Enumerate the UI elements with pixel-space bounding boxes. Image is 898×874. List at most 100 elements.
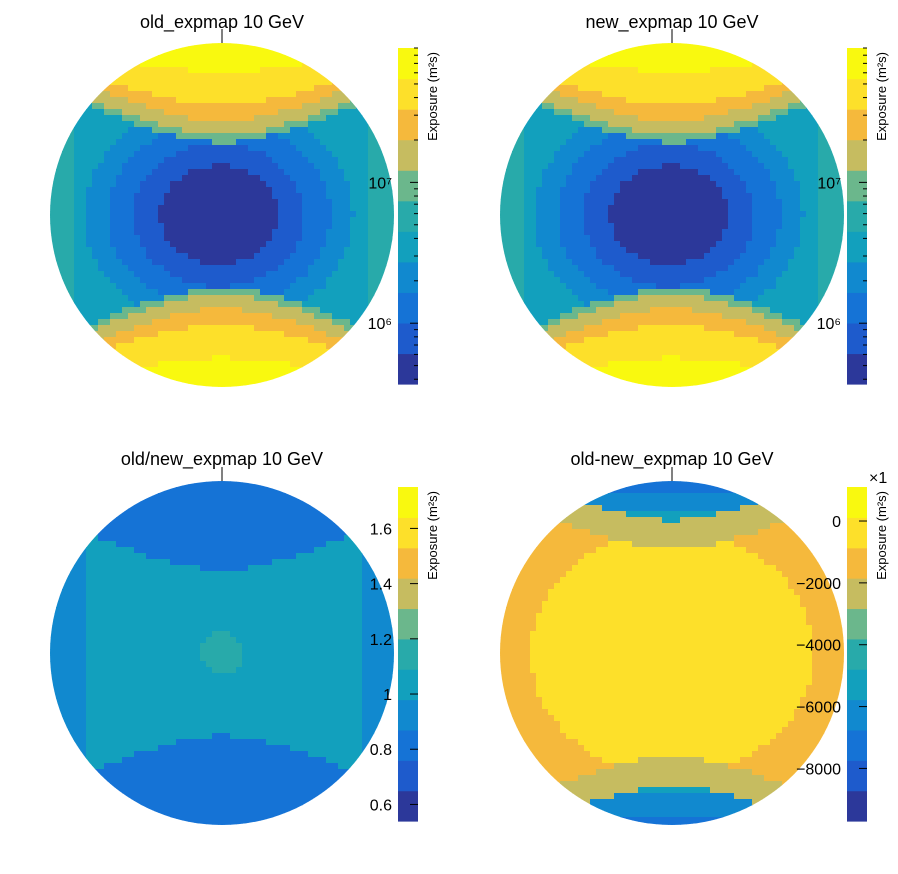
heatmap-cell bbox=[686, 91, 693, 98]
heatmap-cell bbox=[254, 121, 261, 128]
heatmap-cell bbox=[140, 367, 147, 374]
heatmap-cell bbox=[326, 331, 333, 338]
heatmap-cell bbox=[788, 205, 795, 212]
heatmap-cell bbox=[266, 379, 273, 386]
heatmap-cell bbox=[308, 169, 315, 176]
heatmap-cell bbox=[614, 247, 621, 254]
heatmap-cell bbox=[668, 205, 675, 212]
heatmap-cell bbox=[638, 97, 645, 104]
heatmap-cell bbox=[662, 85, 669, 92]
heatmap-cell bbox=[254, 163, 261, 170]
heatmap-cell bbox=[656, 211, 663, 218]
heatmap-cell bbox=[176, 319, 183, 326]
heatmap-cell bbox=[632, 97, 639, 104]
heatmap-cell bbox=[224, 55, 231, 62]
heatmap-cell bbox=[230, 379, 237, 386]
heatmap-cell bbox=[662, 169, 669, 176]
heatmap-cell bbox=[716, 139, 723, 146]
heatmap-cell bbox=[188, 337, 195, 344]
heatmap-cell bbox=[704, 91, 711, 98]
heatmap-cell bbox=[230, 367, 237, 374]
heatmap-cell bbox=[158, 103, 165, 110]
heatmap-cell bbox=[110, 319, 117, 326]
heatmap-cell bbox=[56, 151, 63, 158]
heatmap-cell bbox=[218, 301, 225, 308]
heatmap-cell bbox=[596, 97, 603, 104]
heatmap-cell bbox=[782, 223, 789, 230]
heatmap-cell bbox=[350, 139, 357, 146]
heatmap-cell bbox=[230, 289, 237, 296]
colorbar-axis-label: Exposure (m²s) bbox=[425, 52, 440, 141]
heatmap-cell bbox=[368, 199, 375, 206]
heatmap-cell bbox=[218, 49, 225, 56]
heatmap-cell bbox=[836, 205, 843, 212]
heatmap-cell bbox=[260, 91, 267, 98]
heatmap-cell bbox=[380, 145, 387, 152]
heatmap-cell bbox=[152, 121, 159, 128]
heatmap-cell bbox=[284, 199, 291, 206]
heatmap-cell bbox=[86, 175, 93, 182]
heatmap-cell bbox=[176, 373, 183, 380]
heatmap-cell bbox=[572, 79, 579, 86]
heatmap-cell bbox=[86, 127, 93, 134]
heatmap-cell bbox=[518, 283, 525, 290]
heatmap-cell bbox=[608, 73, 615, 80]
heatmap-cell bbox=[284, 205, 291, 212]
heatmap-cell bbox=[236, 229, 243, 236]
heatmap-cell bbox=[50, 169, 57, 176]
heatmap-cell bbox=[194, 199, 201, 206]
heatmap-cell bbox=[206, 205, 213, 212]
heatmap-cell bbox=[644, 229, 651, 236]
heatmap-cell bbox=[644, 127, 651, 134]
heatmap-cell bbox=[296, 133, 303, 140]
heatmap-cell bbox=[164, 283, 171, 290]
heatmap-cell bbox=[92, 313, 99, 320]
heatmap-cell bbox=[308, 235, 315, 242]
heatmap-cell bbox=[116, 229, 123, 236]
heatmap-cell bbox=[752, 157, 759, 164]
heatmap-cell bbox=[806, 187, 813, 194]
heatmap-cell bbox=[92, 283, 99, 290]
heatmap-cell bbox=[212, 55, 219, 62]
heatmap-cell bbox=[194, 217, 201, 224]
heatmap-cell bbox=[776, 175, 783, 182]
heatmap-cell bbox=[794, 187, 801, 194]
heatmap-cell bbox=[584, 97, 591, 104]
heatmap-cell bbox=[98, 229, 105, 236]
heatmap-cell bbox=[284, 229, 291, 236]
heatmap-cell bbox=[716, 295, 723, 302]
heatmap-cell bbox=[176, 109, 183, 116]
heatmap-cell bbox=[206, 319, 213, 326]
heatmap-cell bbox=[230, 109, 237, 116]
heatmap-cell bbox=[722, 109, 729, 116]
heatmap-cell bbox=[146, 211, 153, 218]
heatmap-cell bbox=[368, 211, 375, 218]
heatmap-cell bbox=[218, 283, 225, 290]
heatmap-cell bbox=[110, 241, 117, 248]
heatmap-cell bbox=[308, 271, 315, 278]
heatmap-cell bbox=[74, 175, 81, 182]
heatmap-cell bbox=[362, 157, 369, 164]
heatmap-cell bbox=[764, 211, 771, 218]
heatmap-cell bbox=[632, 157, 639, 164]
heatmap-cell bbox=[380, 277, 387, 284]
heatmap-cell bbox=[326, 115, 333, 122]
heatmap-cell bbox=[830, 277, 837, 284]
heatmap-cell bbox=[740, 253, 747, 260]
heatmap-cell bbox=[548, 151, 555, 158]
heatmap-cell bbox=[740, 151, 747, 158]
heatmap-cell bbox=[278, 187, 285, 194]
heatmap-cell bbox=[188, 199, 195, 206]
heatmap-cell bbox=[650, 49, 657, 56]
heatmap-cell bbox=[326, 337, 333, 344]
heatmap-cell bbox=[716, 265, 723, 272]
heatmap-cell bbox=[296, 199, 303, 206]
heatmap-cell bbox=[650, 283, 657, 290]
heatmap-cell bbox=[266, 265, 273, 272]
heatmap-cell bbox=[698, 103, 705, 110]
heatmap-cell bbox=[308, 181, 315, 188]
heatmap-cell bbox=[86, 241, 93, 248]
heatmap-cell bbox=[86, 115, 93, 122]
heatmap-cell bbox=[80, 295, 87, 302]
heatmap-cell bbox=[590, 127, 597, 134]
